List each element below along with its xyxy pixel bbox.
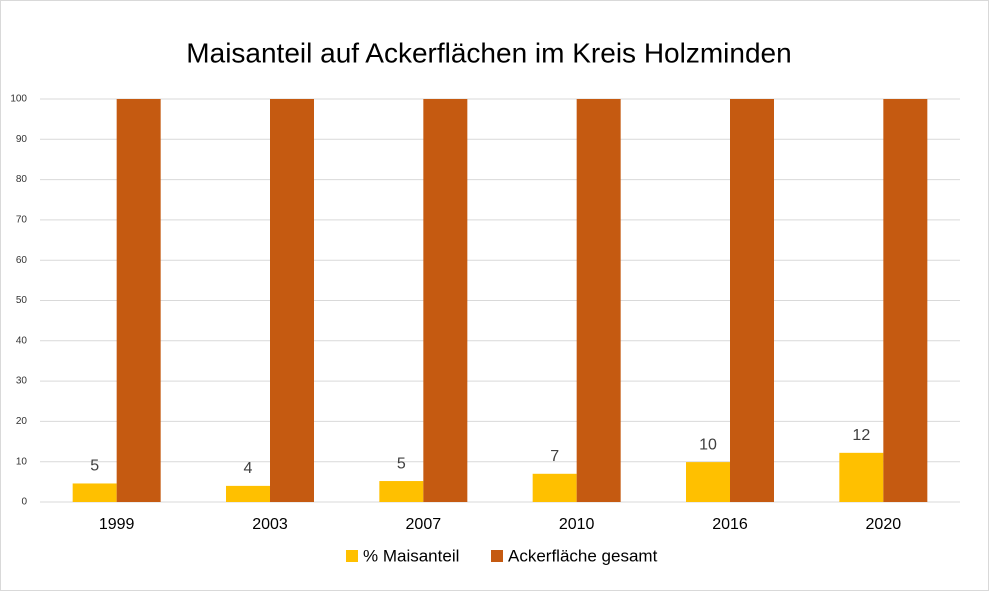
y-tick-label: 70 <box>16 215 28 226</box>
bar <box>226 485 270 502</box>
bar <box>72 483 117 502</box>
bar <box>883 99 928 502</box>
legend-label: Ackerfläche gesamt <box>508 546 658 565</box>
y-tick-label: 0 <box>21 497 27 508</box>
y-tick-label: 60 <box>16 255 28 266</box>
y-tick-label: 80 <box>16 174 28 185</box>
x-tick-label: 2016 <box>712 516 748 533</box>
y-tick-label: 90 <box>16 134 28 145</box>
x-tick-label: 1999 <box>99 516 135 533</box>
bar <box>532 473 577 502</box>
data-label: 4 <box>244 460 253 477</box>
legend-swatch <box>491 550 503 562</box>
bar <box>116 99 161 502</box>
x-tick-label: 2010 <box>559 516 595 533</box>
bar <box>839 452 884 502</box>
chart-title: Maisanteil auf Ackerflächen im Kreis Hol… <box>186 37 791 68</box>
data-label: 12 <box>852 427 870 444</box>
bar <box>576 99 621 502</box>
bar <box>270 99 314 502</box>
data-label: 10 <box>699 436 717 453</box>
y-tick-label: 20 <box>16 416 28 427</box>
y-tick-label: 40 <box>16 335 28 346</box>
bar <box>423 99 468 502</box>
legend-swatch <box>346 550 358 562</box>
x-tick-label: 2003 <box>252 516 288 533</box>
y-tick-label: 50 <box>16 295 28 306</box>
y-tick-label: 10 <box>16 456 28 467</box>
x-tick-label: 2020 <box>866 516 902 533</box>
bar <box>686 462 730 502</box>
data-label: 7 <box>550 448 559 465</box>
data-label: 5 <box>90 458 99 475</box>
y-tick-label: 100 <box>10 94 27 105</box>
bar <box>730 99 774 502</box>
data-label: 5 <box>397 455 406 472</box>
y-tick-label: 30 <box>16 376 28 387</box>
legend-label: % Maisanteil <box>363 546 459 565</box>
bar <box>379 481 424 502</box>
x-tick-label: 2007 <box>406 516 442 533</box>
